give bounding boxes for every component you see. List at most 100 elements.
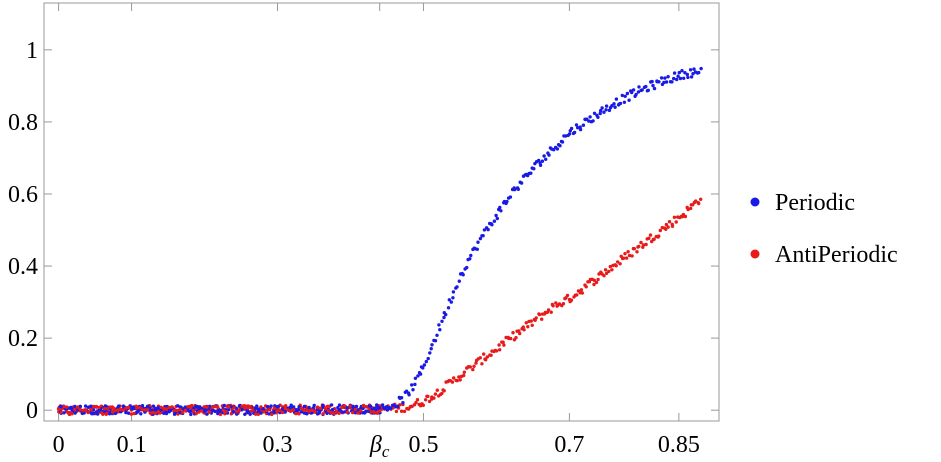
point-periodic [618,101,623,106]
point-periodic [689,75,694,79]
point-periodic [451,290,456,294]
point-periodic [385,408,390,412]
point-periodic [663,76,667,80]
point-periodic [676,74,680,78]
point-periodic [442,315,446,320]
point-periodic [657,80,661,84]
point-antiperiodic [337,411,341,415]
point-antiperiodic [119,407,123,412]
x-axis: 0 0.1 0.3 βc 0.5 0.7 0.85 [53,3,700,461]
point-antiperiodic [375,411,379,415]
point-antiperiodic [426,394,430,399]
point-periodic [513,187,517,192]
point-antiperiodic [485,355,489,359]
point-antiperiodic [435,388,439,392]
point-antiperiodic [632,247,637,251]
point-antiperiodic [151,410,155,415]
point-periodic [449,300,453,304]
point-antiperiodic [580,291,584,295]
point-periodic [416,374,420,378]
point-periodic [600,106,604,110]
point-periodic [73,411,77,415]
point-periodic [410,383,414,387]
point-periodic [299,410,304,414]
point-antiperiodic [245,406,250,410]
point-antiperiodic [305,408,309,412]
point-antiperiodic [164,407,169,411]
point-antiperiodic [603,268,608,272]
point-periodic [208,404,212,408]
point-periodic [256,407,260,411]
point-periodic [337,408,341,413]
point-periodic [686,75,690,80]
point-antiperiodic [462,373,466,378]
point-antiperiodic [191,409,196,413]
point-periodic [494,213,498,218]
point-antiperiodic [608,264,612,269]
point-periodic [89,404,93,408]
point-periodic [558,144,562,148]
point-periodic [631,88,636,92]
point-periodic [62,411,66,415]
point-antiperiodic [624,256,629,260]
point-antiperiodic [540,317,544,321]
legend-label-antiperiodic: AntiPeriodic [775,242,898,268]
point-antiperiodic [399,409,404,413]
point-periodic [475,247,479,251]
point-periodic [75,408,80,412]
point-antiperiodic [694,199,698,203]
point-periodic [429,347,433,351]
point-periodic [248,412,252,416]
point-antiperiodic [315,405,320,409]
point-periodic [578,125,582,129]
point-antiperiodic [100,411,104,415]
point-periodic [572,130,577,135]
point-periodic [438,328,442,332]
point-periodic [259,411,263,415]
point-periodic [688,68,693,72]
point-antiperiodic [334,409,339,414]
point-antiperiodic [594,280,599,285]
point-antiperiodic [683,214,688,219]
point-antiperiodic [618,262,622,266]
point-periodic [86,405,91,409]
point-antiperiodic [498,348,502,352]
point-periodic [156,406,161,410]
point-antiperiodic [218,412,223,417]
point-periodic [447,298,451,302]
point-antiperiodic [310,408,314,412]
data-points [56,66,703,417]
point-periodic [97,408,101,412]
point-periodic [433,339,438,343]
point-periodic [499,209,503,213]
point-antiperiodic [299,406,304,410]
point-antiperiodic [143,408,147,412]
point-periodic [478,236,483,241]
point-periodic [372,406,376,410]
point-periodic [421,366,425,370]
point-periodic [367,404,371,409]
point-antiperiodic [89,407,93,412]
x-tick-label: βc [369,432,390,461]
point-antiperiodic [294,411,298,416]
point-antiperiodic [321,412,325,416]
point-periodic [297,408,301,412]
point-periodic [413,382,417,387]
point-periodic [532,167,536,171]
point-antiperiodic [329,410,333,415]
point-antiperiodic [356,411,360,415]
point-antiperiodic [666,225,670,229]
point-periodic [675,77,679,82]
point-antiperiodic [458,378,462,382]
point-periodic [560,140,565,144]
point-periodic [375,404,379,408]
point-periodic [625,91,630,96]
point-periodic [682,76,686,81]
point-periodic [267,412,271,416]
point-periodic [132,406,136,411]
point-periodic [607,108,612,113]
point-antiperiodic [110,410,115,414]
point-antiperiodic [183,408,188,412]
point-antiperiodic [92,404,96,409]
point-periodic [587,119,591,123]
